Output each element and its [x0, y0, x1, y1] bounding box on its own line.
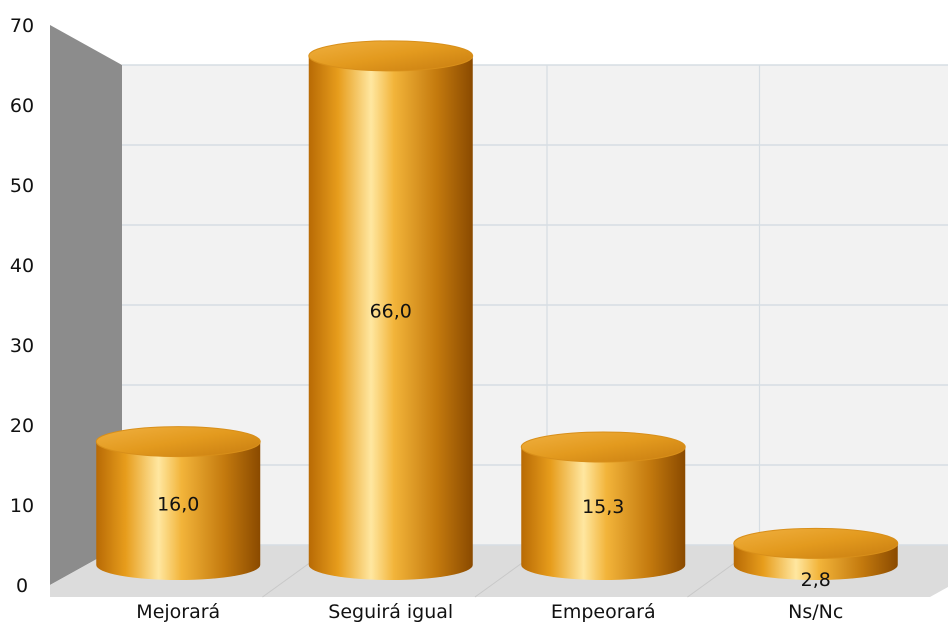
- x-tick-label: Mejorará: [136, 601, 220, 623]
- data-label: 16,0: [157, 493, 199, 515]
- data-label: 66,0: [370, 300, 412, 322]
- bar: 16,0: [95, 426, 261, 580]
- bar-top: [520, 431, 686, 463]
- floor: [50, 545, 948, 597]
- bar-top: [733, 527, 899, 559]
- bar-top: [95, 426, 261, 458]
- bars: 16,0 66,0 15,3 2,8: [95, 40, 899, 591]
- data-label: 15,3: [582, 496, 624, 518]
- bar: 66,0: [308, 40, 474, 580]
- y-tick-label: 0: [16, 575, 28, 597]
- x-tick-label: Seguirá igual: [328, 601, 453, 623]
- x-axis: Mejorará Seguirá igual Empeorará Ns/Nc: [136, 601, 843, 623]
- bar: 15,3: [520, 431, 686, 580]
- bar-top: [308, 40, 474, 72]
- x-tick-label: Ns/Nc: [788, 601, 843, 623]
- x-tick-label: Empeorará: [551, 601, 656, 623]
- data-label: 2,8: [801, 569, 831, 591]
- bar-body: [521, 446, 686, 580]
- y-tick-label: 70: [10, 15, 34, 37]
- y-tick-label: 10: [10, 495, 34, 517]
- y-axis: 0 10 20 30 40 50 60 70: [10, 15, 34, 597]
- bar-body: [308, 55, 473, 580]
- y-tick-label: 60: [10, 95, 34, 117]
- y-tick-label: 40: [10, 255, 34, 277]
- bar: 2,8: [733, 527, 899, 591]
- y-tick-label: 50: [10, 175, 34, 197]
- y-tick-label: 20: [10, 415, 34, 437]
- bar-body: [96, 441, 261, 580]
- y-tick-label: 30: [10, 335, 34, 357]
